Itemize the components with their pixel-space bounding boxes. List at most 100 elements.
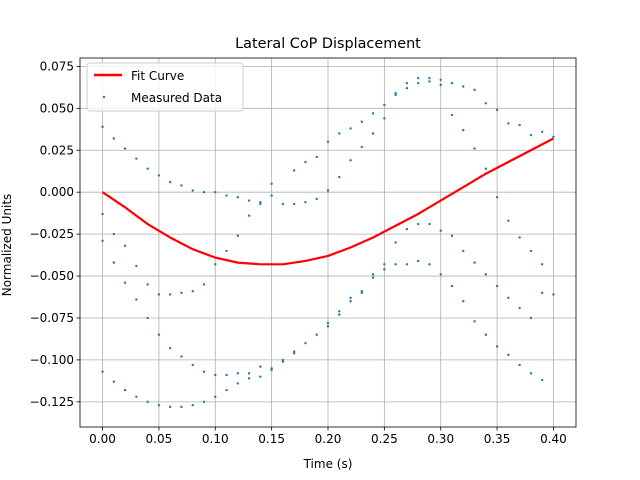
measured-data-point [428, 222, 431, 226]
measured-data-point [101, 239, 104, 243]
measured-data-point [529, 249, 533, 253]
measured-data-point [157, 293, 161, 296]
measured-data-point [112, 261, 116, 264]
measured-data-point [349, 296, 352, 300]
measured-data-point [428, 263, 431, 266]
measured-data-point [338, 175, 341, 179]
measured-data-point [135, 298, 138, 301]
measured-data-point [529, 133, 533, 137]
y-tick-label: 0.025 [40, 143, 74, 157]
measured-data-point [168, 293, 172, 296]
measured-data-point [225, 249, 228, 253]
x-axis-title: Time (s) [303, 457, 353, 471]
chart-title: Lateral CoP Displacement [235, 36, 421, 52]
measured-data-point [383, 117, 386, 120]
measured-data-point [507, 296, 510, 300]
measured-data-point [304, 201, 307, 204]
y-tick-label: 0.050 [40, 101, 74, 115]
measured-data-point [270, 182, 273, 185]
measured-data-point [540, 130, 544, 133]
measured-data-point [529, 316, 533, 320]
measured-data-point [236, 382, 240, 385]
measured-data-point [281, 360, 285, 363]
measured-data-point [101, 370, 104, 373]
measured-data-point [236, 372, 240, 375]
measured-data-point [360, 120, 364, 123]
measured-data-point [484, 167, 488, 170]
measured-data-point [416, 76, 420, 80]
measured-data-point [236, 196, 240, 199]
measured-data-point [428, 80, 431, 83]
y-tick-label: 0.000 [40, 185, 74, 199]
measured-data-point [202, 370, 206, 373]
measured-data-point [495, 284, 499, 288]
measured-data-point [349, 300, 352, 303]
measured-data-point [214, 373, 217, 377]
measured-data-point [383, 103, 386, 107]
measured-data-point [518, 123, 521, 127]
measured-data-point [450, 234, 454, 237]
measured-data-point [450, 113, 454, 117]
measured-data-point [259, 202, 262, 206]
measured-data-point [349, 159, 352, 162]
measured-data-point [135, 395, 138, 399]
measured-data-point [123, 281, 127, 284]
measured-data-point [394, 92, 397, 95]
measured-data-point [338, 132, 341, 135]
fit-curve-line [101, 137, 554, 266]
measured-data-point [146, 167, 149, 170]
measured-data-point [371, 112, 375, 115]
measured-data-point [394, 93, 397, 97]
measured-data-point [202, 400, 206, 404]
measured-data-point [304, 341, 307, 345]
measured-data-point [259, 365, 262, 368]
measured-data-point [157, 333, 161, 336]
measured-data-point [338, 313, 341, 316]
measured-data-point [214, 190, 217, 194]
x-tick-label: 0.05 [146, 432, 173, 446]
legend-measured-data-label: Measured Data [131, 91, 222, 105]
x-tick-label: 0.10 [202, 432, 229, 446]
grid-layer [80, 58, 576, 427]
measured-data-point [405, 81, 409, 85]
x-tick-label: 0.35 [484, 432, 511, 446]
measured-data-point [405, 227, 409, 231]
y-tick-label: 0.075 [40, 59, 74, 73]
measured-data-point [360, 291, 364, 295]
measured-data-point [281, 202, 285, 206]
measured-data-point [191, 404, 194, 407]
measured-data-point [135, 264, 138, 268]
measured-data-point [292, 350, 296, 353]
measured-data-point [338, 310, 341, 313]
measured-data-point [315, 197, 318, 201]
x-tick-label: 0.20 [315, 432, 342, 446]
measured-data-point [123, 147, 127, 150]
measured-data-point [416, 259, 420, 263]
measured-data-point [484, 333, 488, 336]
measured-data-point [112, 137, 116, 140]
measured-data-point [473, 261, 476, 264]
measured-data-point [507, 219, 510, 222]
measured-data-point [473, 147, 476, 150]
measured-data-point [270, 368, 273, 372]
measured-data-point [146, 316, 149, 320]
measured-data-point [360, 289, 364, 293]
legend-box [86, 62, 244, 112]
y-axis-title: Normalized Units [0, 194, 14, 297]
measured-data-point [146, 283, 149, 286]
measured-data-point [191, 363, 194, 367]
x-tick-label: 0.00 [89, 432, 116, 446]
measured-data-point [439, 83, 442, 87]
measured-data-point [191, 289, 194, 293]
legend-fit-curve-label: Fit Curve [131, 69, 184, 83]
measured-data-point [214, 395, 217, 399]
measured-data-point [123, 244, 127, 248]
measured-data-point [484, 102, 488, 105]
measured-data-point [292, 202, 296, 206]
x-tick-label: 0.40 [540, 432, 567, 446]
measured-data-point [157, 404, 161, 407]
measured-data-point [225, 373, 228, 377]
x-tick-label: 0.30 [427, 432, 454, 446]
measured-data-point [326, 321, 330, 325]
